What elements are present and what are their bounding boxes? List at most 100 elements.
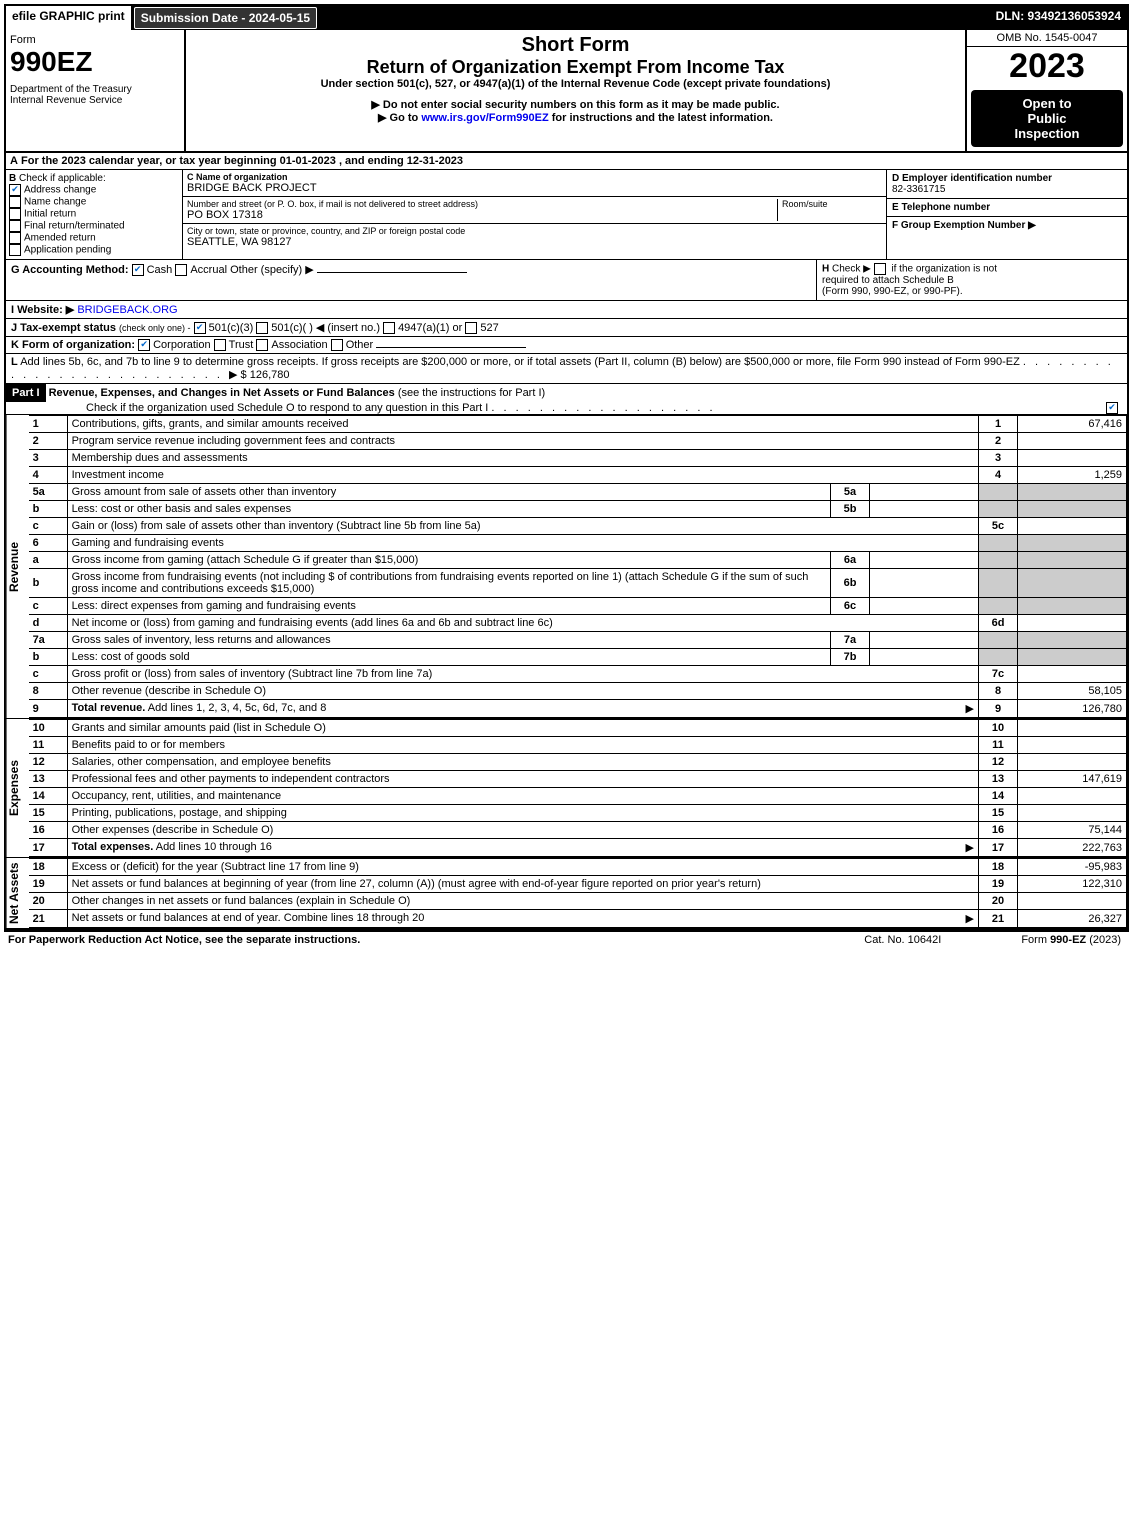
- c-name-row: C Name of organization BRIDGE BACK PROJE…: [183, 170, 886, 197]
- line-row: 10Grants and similar amounts paid (list …: [29, 720, 1127, 737]
- check-527[interactable]: [465, 322, 477, 334]
- sub-line-number: 5b: [831, 501, 870, 518]
- line-row: 6Gaming and fundraising events: [29, 535, 1127, 552]
- line-number: 1: [29, 416, 68, 433]
- short-form-title: Short Form: [190, 34, 961, 57]
- netassets-side-label: Net Assets: [6, 858, 29, 928]
- check-accrual[interactable]: [175, 264, 187, 276]
- irs-link[interactable]: www.irs.gov/Form990EZ: [421, 112, 548, 124]
- sub-line-value: [870, 598, 979, 615]
- line-amount-shaded: [1018, 632, 1127, 649]
- check-cash[interactable]: [132, 264, 144, 276]
- line-amount-shaded: [1018, 501, 1127, 518]
- sub-line-number: 7a: [831, 632, 870, 649]
- line-desc: Gross amount from sale of assets other t…: [67, 484, 830, 501]
- check-association[interactable]: [256, 339, 268, 351]
- efile-label[interactable]: efile GRAPHIC print: [6, 6, 133, 30]
- b-item-1: Name change: [24, 197, 86, 208]
- line-row: 12Salaries, other compensation, and empl…: [29, 754, 1127, 771]
- line-ref: 10: [979, 720, 1018, 737]
- line-number: 7a: [29, 632, 68, 649]
- line-amount: [1018, 893, 1127, 910]
- line-row: 15Printing, publications, postage, and s…: [29, 805, 1127, 822]
- g-accrual: Accrual: [190, 264, 227, 276]
- form-header: Form 990EZ Department of the Treasury In…: [6, 30, 1127, 153]
- check-address-change[interactable]: [9, 184, 21, 196]
- check-corporation[interactable]: [138, 339, 150, 351]
- line-ref-shaded: [979, 649, 1018, 666]
- line-row: 5aGross amount from sale of assets other…: [29, 484, 1127, 501]
- dept-label: Department of the Treasury: [10, 84, 180, 95]
- check-trust[interactable]: [214, 339, 226, 351]
- line-amount: [1018, 737, 1127, 754]
- check-other-org[interactable]: [331, 339, 343, 351]
- check-final-return[interactable]: [9, 220, 21, 232]
- line-number: 10: [29, 720, 68, 737]
- line-ref: 21: [979, 910, 1018, 928]
- check-501c3[interactable]: [194, 322, 206, 334]
- check-application-pending[interactable]: [9, 244, 21, 256]
- h-text4: (Form 990, 990-EZ, or 990-PF).: [822, 286, 963, 297]
- room-suite-label: Room/suite: [777, 199, 882, 221]
- line-ref: 2: [979, 433, 1018, 450]
- sub-line-number: 6b: [831, 569, 870, 598]
- line-number: 21: [29, 910, 68, 928]
- line-amount: 147,619: [1018, 771, 1127, 788]
- check-initial-return[interactable]: [9, 208, 21, 220]
- l-amount: 126,780: [250, 369, 290, 381]
- l-arrow: ▶ $: [229, 369, 247, 381]
- row-a: A For the 2023 calendar year, or tax yea…: [6, 153, 1127, 170]
- line-amount: 222,763: [1018, 839, 1127, 857]
- sub-line-value: [870, 484, 979, 501]
- line-number: 4: [29, 467, 68, 484]
- line-number: 11: [29, 737, 68, 754]
- line-desc: Less: direct expenses from gaming and fu…: [67, 598, 830, 615]
- expenses-section: Expenses 10Grants and similar amounts pa…: [6, 719, 1127, 858]
- line-row: dNet income or (loss) from gaming and fu…: [29, 615, 1127, 632]
- line-desc: Other changes in net assets or fund bala…: [67, 893, 978, 910]
- c-addr-row: Number and street (or P. O. box, if mail…: [183, 197, 886, 224]
- gh-section: G Accounting Method: Cash Accrual Other …: [6, 260, 1127, 301]
- check-501c[interactable]: [256, 322, 268, 334]
- l-label: L: [11, 356, 18, 368]
- goto-link[interactable]: ▶ Go to www.irs.gov/Form990EZ for instru…: [190, 111, 961, 124]
- org-address: PO BOX 17318: [187, 209, 777, 221]
- line-number: 9: [29, 700, 68, 718]
- line-number: b: [29, 501, 68, 518]
- h-text3: required to attach Schedule B: [822, 275, 954, 286]
- line-ref: 7c: [979, 666, 1018, 683]
- line-desc: Less: cost or other basis and sales expe…: [67, 501, 830, 518]
- line-ref: 9: [979, 700, 1018, 718]
- line-row: 16Other expenses (describe in Schedule O…: [29, 822, 1127, 839]
- line-desc: Total expenses. Add lines 10 through 16 …: [67, 839, 978, 857]
- part-i-title: Revenue, Expenses, and Changes in Net As…: [49, 387, 395, 399]
- expenses-table: 10Grants and similar amounts paid (list …: [29, 719, 1127, 857]
- line-number: 5a: [29, 484, 68, 501]
- website-link[interactable]: BRIDGEBACK.ORG: [77, 304, 177, 316]
- line-ref: 5c: [979, 518, 1018, 535]
- check-name-change[interactable]: [9, 196, 21, 208]
- line-amount: 122,310: [1018, 876, 1127, 893]
- line-amount-shaded: [1018, 484, 1127, 501]
- line-number: 18: [29, 859, 68, 876]
- submission-date: Submission Date - 2024-05-15: [134, 7, 317, 29]
- line-number: 15: [29, 805, 68, 822]
- j-label: J Tax-exempt status: [11, 322, 116, 334]
- check-amended-return[interactable]: [9, 232, 21, 244]
- check-schedule-b[interactable]: [874, 263, 886, 275]
- cat-number: Cat. No. 10642I: [864, 934, 941, 946]
- line-desc: Membership dues and assessments: [67, 450, 978, 467]
- line-desc: Other expenses (describe in Schedule O): [67, 822, 978, 839]
- public-inspection-box: Open to Public Inspection: [971, 90, 1123, 147]
- line-number: b: [29, 649, 68, 666]
- line-ref: 13: [979, 771, 1018, 788]
- line-amount: 26,327: [1018, 910, 1127, 928]
- check-schedule-o[interactable]: [1106, 402, 1118, 414]
- line-number: b: [29, 569, 68, 598]
- line-desc: Occupancy, rent, utilities, and maintena…: [67, 788, 978, 805]
- line-desc: Gross income from fundraising events (no…: [67, 569, 830, 598]
- check-4947[interactable]: [383, 322, 395, 334]
- line-ref: 11: [979, 737, 1018, 754]
- line-amount-shaded: [1018, 552, 1127, 569]
- line-row: 3Membership dues and assessments3: [29, 450, 1127, 467]
